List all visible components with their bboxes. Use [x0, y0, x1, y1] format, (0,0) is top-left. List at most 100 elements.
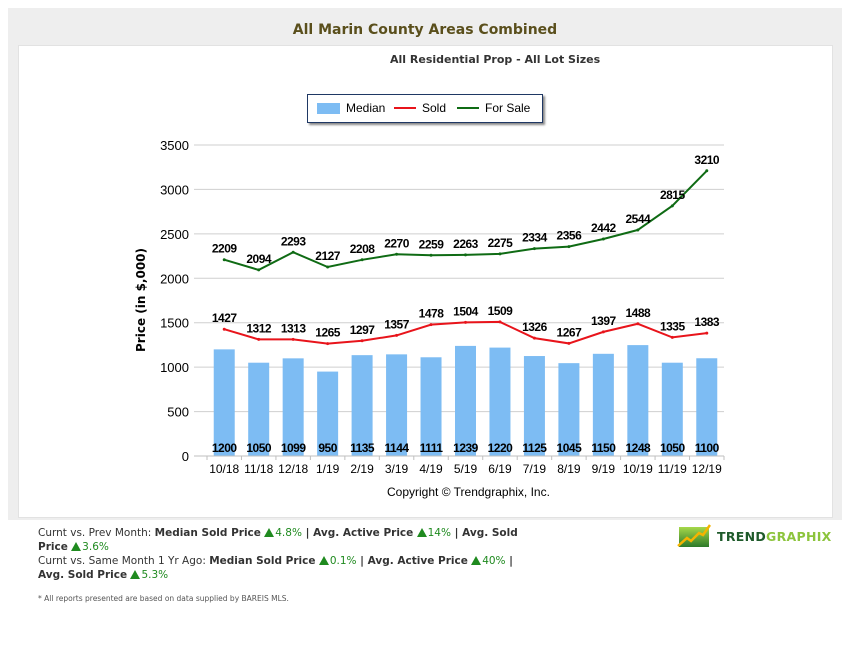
stat-value: 14%: [427, 527, 451, 539]
point-label-sold: 1383: [694, 315, 720, 329]
point-for-sale: [395, 252, 399, 256]
x-tick-label: 11/18: [244, 462, 273, 476]
legend-label-for-sale: For Sale: [485, 101, 531, 115]
point-label-for-sale: 2544: [625, 212, 651, 226]
x-tick-label: 9/19: [592, 462, 616, 476]
chart-svg: 1200 1050 1099 950 1135 1144 1111 1239 1220 1125 1…: [134, 138, 725, 476]
stat-label: Avg. Active Price: [313, 527, 414, 539]
x-tick-label: 4/19: [419, 462, 443, 476]
x-tick-label: 12/19: [692, 462, 722, 476]
logo-wordmark: TRENDGRAPHIX: [717, 529, 832, 544]
y-tick-label: 2500: [160, 227, 189, 242]
point-sold: [291, 337, 295, 341]
legend-swatch-sold: [394, 107, 416, 109]
point-label-sold: 1297: [350, 323, 376, 337]
up-arrow-icon: [130, 570, 141, 579]
stat-value: 4.8%: [275, 527, 302, 539]
point-label-sold: 1335: [660, 319, 686, 333]
bar-value-label: 1150: [591, 441, 616, 455]
bar-median: [420, 357, 442, 456]
bar-value-label: 1200: [212, 441, 238, 455]
bar-median: [351, 355, 373, 456]
up-arrow-icon: [471, 556, 482, 565]
point-label-sold: 1478: [419, 307, 445, 321]
stats-year-ago-prefix: Curnt vs. Same Month 1 Yr Ago:: [38, 555, 210, 567]
stat-label: Avg. Sold Price: [38, 569, 128, 581]
bar-value-label: 1045: [557, 441, 583, 455]
point-label-for-sale: 2094: [246, 252, 272, 266]
legend-swatch-for-sale: [457, 107, 479, 109]
point-label-sold: 1427: [212, 311, 238, 325]
point-label-sold: 1326: [522, 320, 548, 334]
bar-median: [386, 354, 408, 456]
chart-copyright: Copyright © Trendgraphix, Inc.: [387, 485, 550, 499]
up-arrow-icon: [71, 542, 82, 551]
y-axis-label: Price (in $,000): [134, 248, 148, 352]
stat-value: 40%: [482, 555, 506, 567]
x-tick-label: 1/19: [316, 462, 340, 476]
chart-subtitle: All Residential Prop - All Lot Sizes: [390, 53, 601, 66]
point-label-sold: 1504: [453, 304, 479, 318]
bar-median: [248, 362, 270, 456]
point-label-for-sale: 2815: [660, 188, 686, 202]
bar-median: [455, 345, 476, 456]
point-label-sold: 1313: [281, 321, 307, 335]
point-for-sale: [670, 204, 674, 208]
x-tick-label: 7/19: [523, 462, 547, 476]
point-sold: [464, 320, 467, 324]
point-for-sale: [464, 253, 467, 257]
stat-value: 5.3%: [141, 569, 169, 581]
legend-item-median: Median: [317, 101, 385, 115]
x-tick-label: 5/19: [454, 462, 478, 476]
bar-value-label: 1111: [420, 441, 444, 455]
up-arrow-icon: [416, 528, 427, 537]
bar-median: [558, 363, 580, 456]
stat-label: Median Sold Price: [154, 527, 261, 539]
point-sold: [395, 333, 399, 337]
bar-median: [592, 353, 614, 456]
point-label-sold: 1312: [246, 321, 272, 335]
legend-label-sold: Sold: [422, 101, 447, 115]
point-for-sale: [291, 250, 295, 254]
point-label-for-sale: 2263: [453, 237, 479, 251]
bars: [213, 345, 718, 456]
point-for-sale: [567, 245, 571, 249]
stats-summary: Curnt vs. Prev Month: Median Sold Price …: [38, 526, 538, 582]
point-label-for-sale: 2275: [488, 236, 514, 250]
stats-prev-month: Curnt vs. Prev Month: Median Sold Price …: [38, 526, 538, 554]
separator: |: [301, 527, 314, 539]
x-tick-label: 11/19: [658, 462, 687, 476]
point-sold: [601, 330, 605, 334]
point-label-for-sale: 2209: [212, 242, 238, 256]
point-for-sale: [636, 228, 640, 232]
stat-value: 0.1%: [329, 555, 357, 567]
stat-label: Median Sold Price: [209, 555, 316, 567]
point-label-for-sale: 2259: [419, 237, 445, 251]
point-sold: [670, 335, 674, 339]
point-label-sold: 1397: [591, 314, 617, 328]
bar-value-label: 1144: [385, 441, 410, 455]
separator: |: [356, 555, 368, 567]
trend-chart-logo-icon: [677, 524, 711, 547]
bar-value-label: 1100: [695, 441, 720, 455]
bar-median: [489, 347, 511, 456]
point-for-sale: [429, 253, 433, 257]
point-for-sale: [532, 247, 536, 251]
bar-median: [627, 345, 649, 456]
report-title: All Marin County Areas Combined: [292, 22, 558, 38]
x-tick-label: 2/19: [350, 462, 374, 476]
logo-text-graphix: GRAPHIX: [766, 528, 832, 544]
y-tick-label: 2000: [160, 271, 189, 286]
legend-item-sold: Sold: [394, 101, 446, 115]
point-label-sold: 1488: [625, 306, 651, 320]
chart-legend: Median Sold For Sale: [307, 94, 543, 123]
separator: |: [450, 527, 463, 539]
legend-label-median: Median: [346, 101, 386, 115]
x-tick-label: 10/18: [209, 462, 239, 476]
point-sold: [360, 339, 364, 343]
point-for-sale: [222, 258, 226, 262]
point-sold: [498, 320, 502, 324]
bar-median: [213, 349, 235, 456]
point-label-for-sale: 2356: [557, 229, 583, 243]
point-for-sale: [257, 268, 261, 272]
